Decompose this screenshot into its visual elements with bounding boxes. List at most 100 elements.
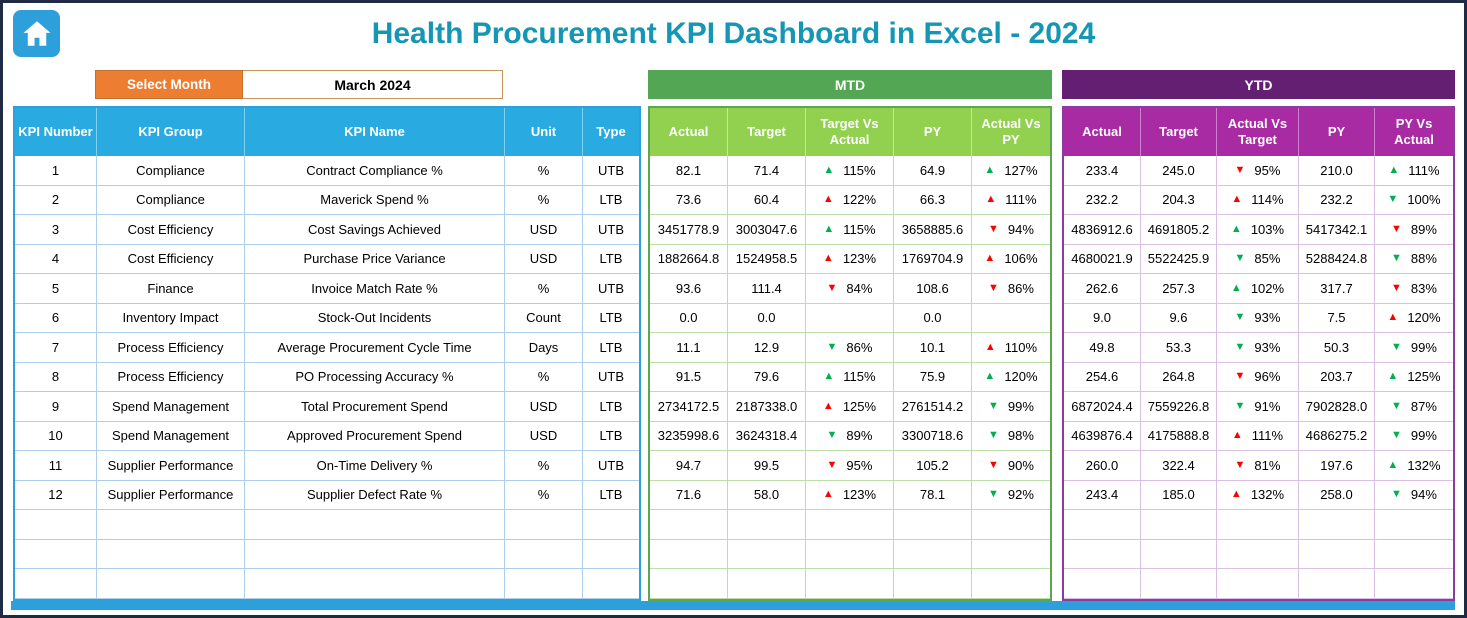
ytd-actual-vs-target-cell[interactable]: ▼ 96%	[1217, 362, 1299, 392]
ytd-target-cell[interactable]: 7559226.8	[1141, 392, 1217, 422]
ytd-actual-vs-target-empty-cell[interactable]	[1217, 510, 1299, 540]
kpi-unit-cell[interactable]: Count	[505, 303, 583, 333]
mtd-actual-empty-cell[interactable]	[650, 569, 728, 599]
mtd-target-vs-actual-empty-cell[interactable]	[806, 510, 894, 540]
kpi-name-cell[interactable]: Contract Compliance %	[245, 156, 505, 186]
mtd-py-cell[interactable]: 1769704.9	[894, 244, 972, 274]
kpi-group-cell[interactable]: Spend Management	[97, 392, 245, 422]
mtd-actual-vs-py-cell[interactable]: ▼ 98%	[972, 421, 1050, 451]
ytd-target-empty-cell[interactable]	[1141, 539, 1217, 569]
mtd-actual-vs-py-cell[interactable]: ▼ 90%	[972, 451, 1050, 481]
kpi-name-cell[interactable]: Maverick Spend %	[245, 185, 505, 215]
kpi-type-cell[interactable]: LTB	[583, 185, 639, 215]
mtd-actual-vs-py-cell[interactable]: ▼ 94%	[972, 215, 1050, 245]
kpi-name-cell[interactable]: PO Processing Accuracy %	[245, 362, 505, 392]
mtd-actual-vs-py-cell[interactable]: ▲ 111%	[972, 185, 1050, 215]
kpi-group-empty-cell[interactable]	[97, 510, 245, 540]
mtd-py-cell[interactable]: 108.6	[894, 274, 972, 304]
mtd-target-cell[interactable]: 1524958.5	[728, 244, 806, 274]
kpi-number-cell[interactable]: 2	[15, 185, 97, 215]
ytd-py-vs-actual-empty-cell[interactable]	[1375, 539, 1453, 569]
home-button[interactable]	[13, 10, 60, 57]
ytd-actual-cell[interactable]: 243.4	[1064, 480, 1141, 510]
kpi-name-cell[interactable]: On-Time Delivery %	[245, 451, 505, 481]
mtd-actual-vs-py-empty-cell[interactable]	[972, 510, 1050, 540]
ytd-actual-empty-cell[interactable]	[1064, 510, 1141, 540]
mtd-actual-vs-py-cell[interactable]: ▲ 127%	[972, 156, 1050, 186]
ytd-py-vs-actual-cell[interactable]: ▼ 100%	[1375, 185, 1453, 215]
mtd-target-vs-actual-cell[interactable]: ▲ 115%	[806, 215, 894, 245]
mtd-py-empty-cell[interactable]	[894, 539, 972, 569]
kpi-type-cell[interactable]: LTB	[583, 480, 639, 510]
mtd-actual-cell[interactable]: 73.6	[650, 185, 728, 215]
mtd-actual-cell[interactable]: 0.0	[650, 303, 728, 333]
ytd-target-cell[interactable]: 264.8	[1141, 362, 1217, 392]
mtd-target-vs-actual-cell[interactable]: ▲ 122%	[806, 185, 894, 215]
kpi-unit-empty-cell[interactable]	[505, 569, 583, 599]
mtd-actual-cell[interactable]: 1882664.8	[650, 244, 728, 274]
kpi-unit-cell[interactable]: USD	[505, 215, 583, 245]
kpi-type-cell[interactable]: UTB	[583, 156, 639, 186]
mtd-py-cell[interactable]: 64.9	[894, 156, 972, 186]
kpi-group-cell[interactable]: Process Efficiency	[97, 362, 245, 392]
kpi-number-empty-cell[interactable]	[15, 569, 97, 599]
mtd-target-empty-cell[interactable]	[728, 510, 806, 540]
ytd-target-cell[interactable]: 257.3	[1141, 274, 1217, 304]
mtd-actual-cell[interactable]: 3235998.6	[650, 421, 728, 451]
ytd-actual-vs-target-cell[interactable]: ▲ 132%	[1217, 480, 1299, 510]
ytd-py-vs-actual-empty-cell[interactable]	[1375, 569, 1453, 599]
mtd-actual-vs-py-empty-cell[interactable]	[972, 569, 1050, 599]
ytd-py-vs-actual-cell[interactable]: ▲ 120%	[1375, 303, 1453, 333]
kpi-unit-cell[interactable]: USD	[505, 421, 583, 451]
kpi-group-cell[interactable]: Compliance	[97, 185, 245, 215]
mtd-py-cell[interactable]: 10.1	[894, 333, 972, 363]
month-selector[interactable]: March 2024	[243, 70, 503, 99]
mtd-target-cell[interactable]: 0.0	[728, 303, 806, 333]
kpi-group-cell[interactable]: Cost Efficiency	[97, 244, 245, 274]
ytd-target-cell[interactable]: 322.4	[1141, 451, 1217, 481]
ytd-target-cell[interactable]: 4691805.2	[1141, 215, 1217, 245]
ytd-actual-empty-cell[interactable]	[1064, 539, 1141, 569]
mtd-actual-vs-py-cell[interactable]	[972, 303, 1050, 333]
mtd-py-cell[interactable]: 0.0	[894, 303, 972, 333]
kpi-unit-cell[interactable]: %	[505, 451, 583, 481]
ytd-actual-cell[interactable]: 262.6	[1064, 274, 1141, 304]
kpi-name-empty-cell[interactable]	[245, 539, 505, 569]
mtd-target-cell[interactable]: 60.4	[728, 185, 806, 215]
ytd-py-vs-actual-cell[interactable]: ▼ 87%	[1375, 392, 1453, 422]
kpi-unit-cell[interactable]: Days	[505, 333, 583, 363]
ytd-py-cell[interactable]: 210.0	[1299, 156, 1375, 186]
kpi-group-cell[interactable]: Inventory Impact	[97, 303, 245, 333]
kpi-name-cell[interactable]: Supplier Defect Rate %	[245, 480, 505, 510]
kpi-group-cell[interactable]: Finance	[97, 274, 245, 304]
mtd-target-vs-actual-cell[interactable]: ▲ 123%	[806, 480, 894, 510]
mtd-target-vs-actual-cell[interactable]: ▼ 95%	[806, 451, 894, 481]
mtd-actual-vs-py-cell[interactable]: ▲ 120%	[972, 362, 1050, 392]
mtd-actual-cell[interactable]: 71.6	[650, 480, 728, 510]
mtd-py-empty-cell[interactable]	[894, 510, 972, 540]
kpi-type-cell[interactable]: UTB	[583, 362, 639, 392]
mtd-target-vs-actual-cell[interactable]	[806, 303, 894, 333]
mtd-actual-empty-cell[interactable]	[650, 510, 728, 540]
ytd-actual-vs-target-cell[interactable]: ▲ 103%	[1217, 215, 1299, 245]
ytd-actual-cell[interactable]: 49.8	[1064, 333, 1141, 363]
kpi-number-cell[interactable]: 6	[15, 303, 97, 333]
kpi-type-cell[interactable]: LTB	[583, 244, 639, 274]
ytd-py-vs-actual-cell[interactable]: ▲ 125%	[1375, 362, 1453, 392]
ytd-py-cell[interactable]: 197.6	[1299, 451, 1375, 481]
mtd-py-cell[interactable]: 66.3	[894, 185, 972, 215]
ytd-py-cell[interactable]: 7.5	[1299, 303, 1375, 333]
kpi-group-cell[interactable]: Compliance	[97, 156, 245, 186]
ytd-py-vs-actual-cell[interactable]: ▼ 99%	[1375, 333, 1453, 363]
kpi-name-empty-cell[interactable]	[245, 510, 505, 540]
ytd-target-cell[interactable]: 4175888.8	[1141, 421, 1217, 451]
kpi-name-cell[interactable]: Total Procurement Spend	[245, 392, 505, 422]
ytd-target-empty-cell[interactable]	[1141, 569, 1217, 599]
ytd-py-cell[interactable]: 7902828.0	[1299, 392, 1375, 422]
ytd-py-empty-cell[interactable]	[1299, 510, 1375, 540]
kpi-type-cell[interactable]: LTB	[583, 303, 639, 333]
kpi-number-cell[interactable]: 5	[15, 274, 97, 304]
mtd-target-cell[interactable]: 99.5	[728, 451, 806, 481]
ytd-actual-cell[interactable]: 6872024.4	[1064, 392, 1141, 422]
ytd-target-cell[interactable]: 53.3	[1141, 333, 1217, 363]
